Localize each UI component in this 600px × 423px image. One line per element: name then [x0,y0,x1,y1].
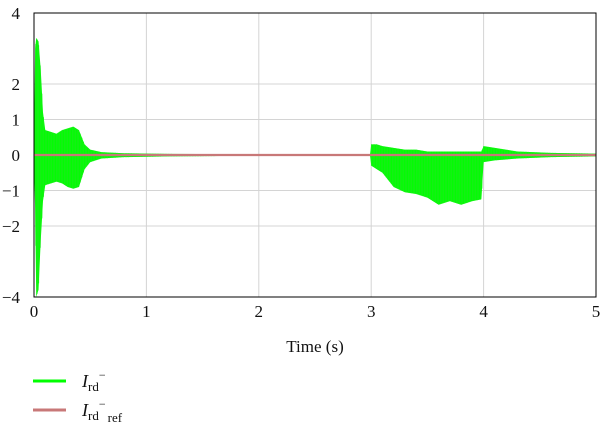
x-tick-label: 5 [592,302,600,321]
x-axis-label: Time (s) [286,337,343,356]
plot-series [34,37,596,297]
series-0-oscillation [34,39,596,294]
x-tick-labels: 0 1 2 3 4 5 [30,302,600,321]
y-tick-labels: −4 −2 −1 0 1 2 4 [2,4,21,307]
y-tick-label: 2 [12,75,21,94]
x-tick-label: 3 [367,302,376,321]
legend-label-1: Ird−ref [81,397,123,423]
y-tick-label: −1 [2,182,20,201]
series-0-envelope [34,37,596,297]
y-tick-label: 1 [12,111,21,130]
x-tick-label: 4 [479,302,488,321]
legend-label-0: Ird− [81,368,106,394]
plot-frame [33,12,597,298]
x-tick-label: 2 [255,302,264,321]
y-tick-label: −4 [2,288,21,307]
legend: Ird− Ird−ref [33,368,123,423]
x-tick-label: 1 [142,302,151,321]
y-tick-label: −2 [2,217,20,236]
x-tick-label: 0 [30,302,39,321]
y-tick-label: 4 [12,4,21,23]
y-tick-label: 0 [12,146,21,165]
